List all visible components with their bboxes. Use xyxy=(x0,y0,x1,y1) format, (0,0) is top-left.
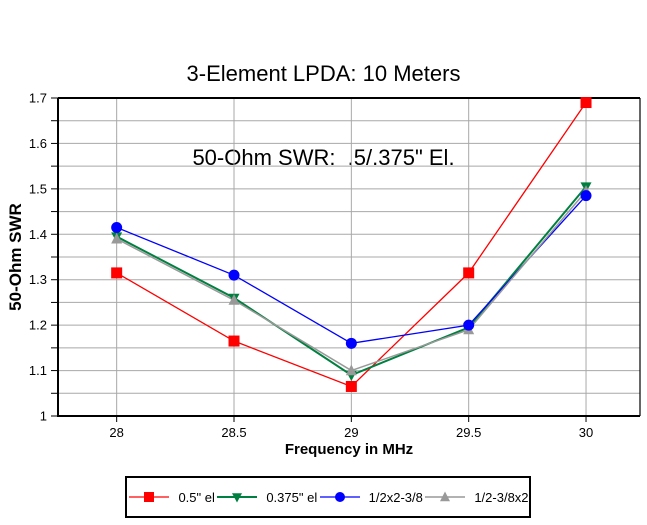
markers-1-2x2-3-8 xyxy=(111,190,592,349)
legend-marker-square-icon xyxy=(129,492,170,502)
svg-text:30: 30 xyxy=(579,425,593,440)
svg-text:28.5: 28.5 xyxy=(221,425,246,440)
svg-text:29.5: 29.5 xyxy=(456,425,481,440)
legend-item-0.375in-el: 0.375" el xyxy=(215,489,317,505)
legend-label: 1/2x2-3/8 xyxy=(368,489,423,505)
legend-label: 0.5" el xyxy=(178,489,215,505)
legend-marker-circle-icon xyxy=(319,492,360,502)
legend: 0.5" el 0.375" el 1/2x2-3/8 1/2-3/8x2 xyxy=(125,476,531,518)
markers-0-5-el xyxy=(111,97,592,392)
axes xyxy=(57,97,641,417)
y-axis-title: 50-Ohm SWR xyxy=(6,203,25,311)
legend-item-half-3-8-x2: 1/2-3/8x2 xyxy=(423,489,529,505)
svg-text:1: 1 xyxy=(40,409,47,424)
svg-text:1.7: 1.7 xyxy=(29,91,47,106)
legend-item-half-x2-3-8: 1/2x2-3/8 xyxy=(318,489,423,505)
svg-text:1.3: 1.3 xyxy=(29,272,47,287)
svg-text:1.1: 1.1 xyxy=(29,363,47,378)
legend-label: 1/2-3/8x2 xyxy=(474,489,529,505)
tick-labels: 1 1.1 1.2 1.3 1.4 1.5 1.6 1.7 28 28.5 29 29.5 30 xyxy=(29,91,593,441)
legend-label: 0.375" el xyxy=(266,489,318,505)
chart-title-line1: 3-Element LPDA: 10 Meters xyxy=(186,61,461,86)
legend-item-0.5in-el: 0.5" el xyxy=(127,489,215,505)
svg-text:1.6: 1.6 xyxy=(29,136,47,151)
svg-text:1.2: 1.2 xyxy=(29,318,47,333)
legend-marker-triangle-down-icon xyxy=(217,493,258,503)
svg-text:1.4: 1.4 xyxy=(29,227,47,242)
legend-marker-triangle-up-icon xyxy=(425,491,466,502)
svg-text:1.5: 1.5 xyxy=(29,181,47,196)
svg-text:29: 29 xyxy=(344,425,358,440)
x-axis-title: Frequency in MHz xyxy=(284,441,414,458)
svg-text:28: 28 xyxy=(109,425,123,440)
